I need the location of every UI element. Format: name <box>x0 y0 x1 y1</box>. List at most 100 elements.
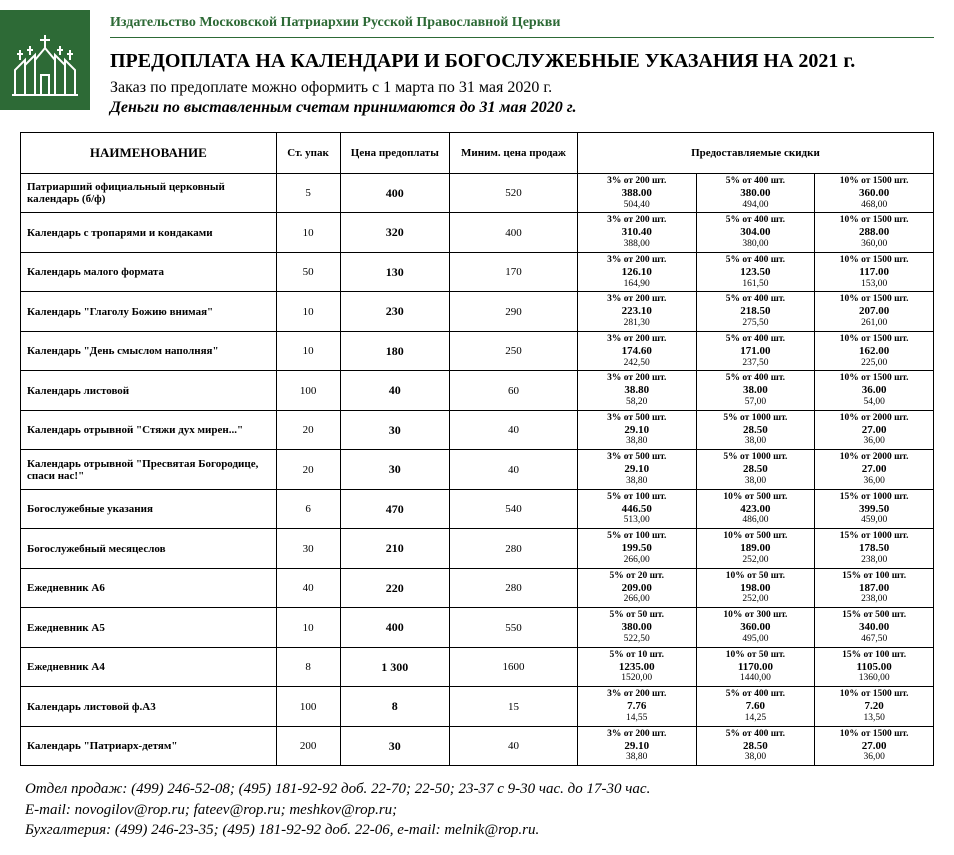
cell-pack: 5 <box>276 174 340 213</box>
cell-name: Ежедневник А4 <box>21 647 277 686</box>
cell-pack: 8 <box>276 647 340 686</box>
cell-discount: 10% от 1500 шт.207.00261,00 <box>815 292 934 331</box>
cell-discount: 5% от 100 шт.446.50513,00 <box>577 489 696 528</box>
cell-discount: 15% от 100 шт.187.00238,00 <box>815 568 934 607</box>
cell-discount: 5% от 1000 шт.28.5038,00 <box>696 410 815 449</box>
cell-prepay: 8 <box>340 687 450 726</box>
cell-pack: 100 <box>276 687 340 726</box>
cell-discount: 3% от 200 шт.223.10281,30 <box>577 292 696 331</box>
cell-discount: 10% от 1500 шт.7.2013,50 <box>815 687 934 726</box>
cell-min: 290 <box>450 292 578 331</box>
cell-discount: 5% от 50 шт.380.00522,50 <box>577 608 696 647</box>
cell-pack: 10 <box>276 331 340 370</box>
cell-pack: 100 <box>276 371 340 410</box>
cell-discount: 15% от 1000 шт.399.50459,00 <box>815 489 934 528</box>
cell-min: 60 <box>450 371 578 410</box>
page-title: ПРЕДОПЛАТА НА КАЛЕНДАРИ И БОГОСЛУЖЕБНЫЕ … <box>110 50 934 73</box>
cell-discount: 15% от 500 шт.340.00467,50 <box>815 608 934 647</box>
cell-name: Богослужебные указания <box>21 489 277 528</box>
footer-line-3: Бухгалтерия: (499) 246-23-35; (495) 181-… <box>25 820 929 840</box>
cell-discount: 5% от 400 шт.380.00494,00 <box>696 174 815 213</box>
col-discounts: Предоставляемые скидки <box>577 133 933 174</box>
cell-discount: 5% от 10 шт.1235.001520,00 <box>577 647 696 686</box>
cell-prepay: 30 <box>340 410 450 449</box>
table-row: Календарь малого формата501301703% от 20… <box>21 252 934 291</box>
cell-prepay: 30 <box>340 726 450 765</box>
cell-min: 520 <box>450 174 578 213</box>
header-text: Издательство Московской Патриархии Русск… <box>110 10 934 117</box>
cell-prepay: 470 <box>340 489 450 528</box>
col-pack: Ст. упак <box>276 133 340 174</box>
subtitle-2: Деньги по выставленным счетам принимаютс… <box>110 99 934 117</box>
cell-pack: 200 <box>276 726 340 765</box>
logo <box>0 10 90 110</box>
cell-discount: 10% от 500 шт.189.00252,00 <box>696 529 815 568</box>
cell-pack: 20 <box>276 410 340 449</box>
cell-discount: 3% от 200 шт.29.1038,80 <box>577 726 696 765</box>
cell-name: Календарь отрывной "Стяжи дух мирен..." <box>21 410 277 449</box>
table-row: Календарь листовой10040603% от 200 шт.38… <box>21 371 934 410</box>
cell-discount: 10% от 1500 шт.288.00360,00 <box>815 213 934 252</box>
cell-discount: 10% от 50 шт.1170.001440,00 <box>696 647 815 686</box>
table-row: Богослужебный месяцеслов302102805% от 10… <box>21 529 934 568</box>
table-row: Ежедневник А6402202805% от 20 шт.209.002… <box>21 568 934 607</box>
cell-discount: 5% от 400 шт.171.00237,50 <box>696 331 815 370</box>
cell-min: 550 <box>450 608 578 647</box>
cell-name: Календарь малого формата <box>21 252 277 291</box>
cell-discount: 10% от 1500 шт.36.0054,00 <box>815 371 934 410</box>
church-icon <box>10 20 80 100</box>
table-row: Календарь отрывной "Пресвятая Богородице… <box>21 450 934 489</box>
footer-contacts: Отдел продаж: (499) 246-52-08; (495) 181… <box>0 771 954 855</box>
cell-pack: 10 <box>276 608 340 647</box>
cell-prepay: 130 <box>340 252 450 291</box>
cell-min: 400 <box>450 213 578 252</box>
cell-min: 280 <box>450 529 578 568</box>
col-name: НАИМЕНОВАНИЕ <box>21 133 277 174</box>
col-prepay: Цена предоплаты <box>340 133 450 174</box>
cell-discount: 3% от 500 шт.29.1038,80 <box>577 450 696 489</box>
cell-pack: 30 <box>276 529 340 568</box>
cell-prepay: 180 <box>340 331 450 370</box>
cell-min: 40 <box>450 410 578 449</box>
price-table-container: НАИМЕНОВАНИЕ Ст. упак Цена предоплаты Ми… <box>0 117 954 771</box>
cell-name: Календарь "День смыслом наполняя" <box>21 331 277 370</box>
cell-min: 1600 <box>450 647 578 686</box>
cell-name: Календарь с тропарями и кондаками <box>21 213 277 252</box>
table-row: Календарь "Глаголу Божию внимая"10230290… <box>21 292 934 331</box>
cell-discount: 5% от 400 шт.38.0057,00 <box>696 371 815 410</box>
cell-pack: 10 <box>276 213 340 252</box>
cell-discount: 5% от 20 шт.209.00266,00 <box>577 568 696 607</box>
table-row: Календарь "День смыслом наполняя"1018025… <box>21 331 934 370</box>
cell-min: 250 <box>450 331 578 370</box>
header: Издательство Московской Патриархии Русск… <box>0 0 954 117</box>
cell-name: Календарь отрывной "Пресвятая Богородице… <box>21 450 277 489</box>
cell-name: Патриарший официальный церковный календа… <box>21 174 277 213</box>
table-row: Календарь отрывной "Стяжи дух мирен..."2… <box>21 410 934 449</box>
cell-discount: 10% от 500 шт.423.00486,00 <box>696 489 815 528</box>
cell-prepay: 400 <box>340 174 450 213</box>
cell-discount: 3% от 200 шт.38.8058,20 <box>577 371 696 410</box>
cell-discount: 10% от 1500 шт.360.00468,00 <box>815 174 934 213</box>
cell-prepay: 220 <box>340 568 450 607</box>
table-row: Богослужебные указания64705405% от 100 ш… <box>21 489 934 528</box>
cell-name: Ежедневник А6 <box>21 568 277 607</box>
cell-prepay: 210 <box>340 529 450 568</box>
cell-name: Календарь "Патриарх-детям" <box>21 726 277 765</box>
publisher-name: Издательство Московской Патриархии Русск… <box>110 15 934 38</box>
table-row: Патриарший официальный церковный календа… <box>21 174 934 213</box>
footer-line-2: E-mail: novogilov@rop.ru; fateev@rop.ru;… <box>25 800 929 820</box>
subtitle-1: Заказ по предоплате можно оформить с 1 м… <box>110 79 934 97</box>
cell-discount: 5% от 1000 шт.28.5038,00 <box>696 450 815 489</box>
cell-discount: 5% от 400 шт.7.6014,25 <box>696 687 815 726</box>
footer-line-1: Отдел продаж: (499) 246-52-08; (495) 181… <box>25 779 929 799</box>
cell-discount: 5% от 400 шт.123.50161,50 <box>696 252 815 291</box>
table-head: НАИМЕНОВАНИЕ Ст. упак Цена предоплаты Ми… <box>21 133 934 174</box>
cell-prepay: 1 300 <box>340 647 450 686</box>
cell-min: 540 <box>450 489 578 528</box>
cell-name: Ежедневник А5 <box>21 608 277 647</box>
cell-min: 15 <box>450 687 578 726</box>
cell-name: Календарь листовой ф.А3 <box>21 687 277 726</box>
cell-name: Календарь "Глаголу Божию внимая" <box>21 292 277 331</box>
price-table: НАИМЕНОВАНИЕ Ст. упак Цена предоплаты Ми… <box>20 132 934 766</box>
cell-name: Календарь листовой <box>21 371 277 410</box>
